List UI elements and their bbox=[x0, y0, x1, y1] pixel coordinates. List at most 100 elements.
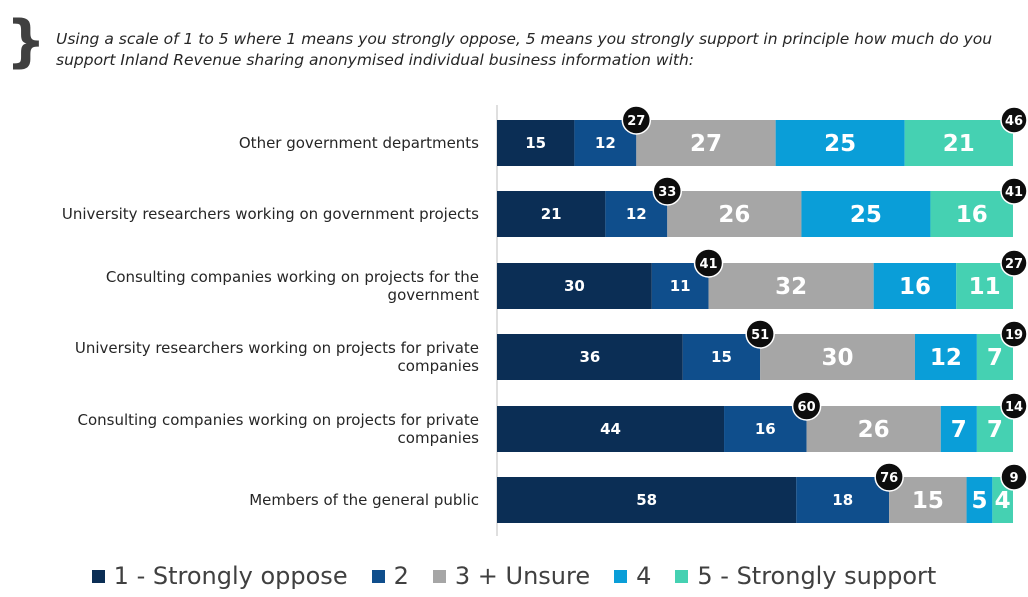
support-total-badge bbox=[1000, 392, 1028, 420]
bar-segment-1-strongly-oppose bbox=[497, 120, 575, 166]
bar-segment-4 bbox=[801, 191, 931, 237]
legend-item: 2 bbox=[371, 561, 409, 591]
data-label-3-unsure: 26 bbox=[858, 417, 890, 443]
bar-segment-3-unsure bbox=[760, 334, 915, 380]
bar-segment-4 bbox=[873, 263, 957, 309]
category-label: Consulting companies working on projects… bbox=[106, 268, 479, 304]
data-label-4: 25 bbox=[824, 131, 856, 157]
oppose-total-label: 27 bbox=[627, 114, 645, 129]
category-label: University researchers working on projec… bbox=[75, 339, 479, 375]
data-label-1-strongly-oppose: 44 bbox=[600, 420, 621, 438]
support-total-label: 14 bbox=[1005, 400, 1023, 415]
category-label: University researchers working on govern… bbox=[62, 205, 479, 223]
bar-segment-3-unsure bbox=[708, 263, 874, 309]
bar-segment-3-unsure bbox=[889, 477, 967, 523]
category-label: Consulting companies working on projects… bbox=[77, 411, 479, 447]
data-label-4: 25 bbox=[850, 202, 882, 228]
bar-segment-3-unsure bbox=[667, 191, 802, 237]
bar-segment-4 bbox=[775, 120, 905, 166]
data-label-3-unsure: 30 bbox=[822, 345, 854, 371]
bar-segment-4 bbox=[914, 334, 977, 380]
data-label-4: 5 bbox=[971, 488, 987, 514]
bar-segment-5-strongly-support bbox=[904, 120, 1013, 166]
data-label-5-strongly-support: 11 bbox=[969, 274, 1001, 300]
bar-segment-3-unsure bbox=[636, 120, 776, 166]
data-label-2: 18 bbox=[832, 491, 853, 509]
support-total-badge bbox=[1000, 177, 1028, 205]
data-label-1-strongly-oppose: 30 bbox=[564, 277, 585, 295]
data-label-3-unsure: 32 bbox=[775, 274, 807, 300]
bar-segment-4 bbox=[940, 406, 977, 452]
data-label-3-unsure: 27 bbox=[690, 131, 722, 157]
oppose-total-badge bbox=[652, 176, 683, 206]
question-text: Using a scale of 1 to 5 where 1 means yo… bbox=[56, 30, 993, 69]
bracket-icon: } bbox=[6, 9, 46, 74]
bar-segment-1-strongly-oppose bbox=[497, 477, 797, 523]
support-total-label: 46 bbox=[1005, 114, 1023, 129]
support-total-label: 9 bbox=[1009, 471, 1018, 486]
data-label-5-strongly-support: 4 bbox=[995, 488, 1011, 514]
data-label-5-strongly-support: 21 bbox=[943, 131, 975, 157]
oppose-total-label: 51 bbox=[751, 328, 769, 343]
legend-swatch bbox=[371, 569, 385, 583]
data-label-1-strongly-oppose: 58 bbox=[636, 491, 657, 509]
oppose-total-label: 76 bbox=[880, 471, 898, 486]
oppose-total-label: 41 bbox=[700, 257, 718, 272]
bar-segment-4 bbox=[966, 477, 993, 523]
legend-item: 1 - Strongly oppose bbox=[91, 561, 348, 591]
data-label-1-strongly-oppose: 15 bbox=[525, 134, 546, 152]
bar-segment-1-strongly-oppose bbox=[497, 191, 606, 237]
bar-segment-3-unsure bbox=[806, 406, 941, 452]
oppose-total-label: 33 bbox=[658, 185, 676, 200]
bar-segment-5-strongly-support bbox=[930, 191, 1013, 237]
bar-segment-1-strongly-oppose bbox=[497, 334, 683, 380]
data-label-3-unsure: 26 bbox=[718, 202, 750, 228]
data-label-4: 16 bbox=[899, 274, 931, 300]
legend-swatch bbox=[91, 569, 105, 583]
oppose-total-badge bbox=[874, 462, 904, 492]
data-label-3-unsure: 15 bbox=[912, 488, 944, 514]
legend-item: 5 - Strongly support bbox=[675, 561, 936, 591]
oppose-total-badge bbox=[693, 248, 724, 278]
legend-swatch bbox=[614, 569, 628, 583]
data-label-2: 12 bbox=[595, 134, 616, 152]
legend-item: 3 + Unsure bbox=[432, 561, 591, 591]
data-label-2: 12 bbox=[626, 205, 647, 223]
data-label-5-strongly-support: 16 bbox=[956, 202, 988, 228]
bar-segment-2 bbox=[682, 334, 761, 380]
support-total-badge bbox=[1000, 320, 1028, 348]
legend-label: 3 + Unsure bbox=[454, 562, 591, 590]
data-label-2: 15 bbox=[711, 348, 732, 366]
legend-swatch bbox=[432, 569, 446, 583]
category-label: Members of the general public bbox=[249, 491, 479, 509]
legend: 1 - Strongly oppose 2 3 + Unsure 4 5 - Stron… bbox=[0, 561, 1028, 591]
oppose-total-badge bbox=[745, 319, 775, 349]
stacked-bar-chart: Other government departments 15 12 27 25 21 27… bbox=[62, 105, 1028, 536]
legend-swatch bbox=[675, 569, 689, 583]
support-total-label: 19 bbox=[1005, 328, 1023, 343]
category-label: Other government departments bbox=[239, 134, 479, 152]
support-total-label: 41 bbox=[1005, 185, 1023, 200]
data-label-4: 12 bbox=[930, 345, 962, 371]
support-total-badge bbox=[1000, 249, 1028, 277]
data-label-1-strongly-oppose: 21 bbox=[541, 205, 562, 223]
oppose-total-badge bbox=[791, 391, 822, 421]
oppose-total-label: 60 bbox=[798, 400, 816, 415]
support-total-badge bbox=[1000, 463, 1028, 491]
data-label-5-strongly-support: 7 bbox=[987, 345, 1003, 371]
bar-segment-2 bbox=[724, 406, 807, 452]
oppose-total-badge bbox=[621, 105, 652, 135]
bar-segment-1-strongly-oppose bbox=[497, 406, 725, 452]
data-label-5-strongly-support: 7 bbox=[987, 417, 1003, 443]
legend-item: 4 bbox=[614, 561, 651, 591]
legend-label: 5 - Strongly support bbox=[697, 562, 937, 590]
legend-label: 4 bbox=[636, 562, 652, 590]
data-label-2: 16 bbox=[755, 420, 776, 438]
legend-label: 2 bbox=[393, 562, 409, 590]
legend-label: 1 - Strongly oppose bbox=[113, 562, 348, 590]
data-label-1-strongly-oppose: 36 bbox=[579, 348, 600, 366]
data-label-4: 7 bbox=[951, 417, 967, 443]
support-total-badge bbox=[1000, 106, 1028, 134]
bar-segment-2 bbox=[796, 477, 890, 523]
support-total-label: 27 bbox=[1005, 257, 1023, 272]
